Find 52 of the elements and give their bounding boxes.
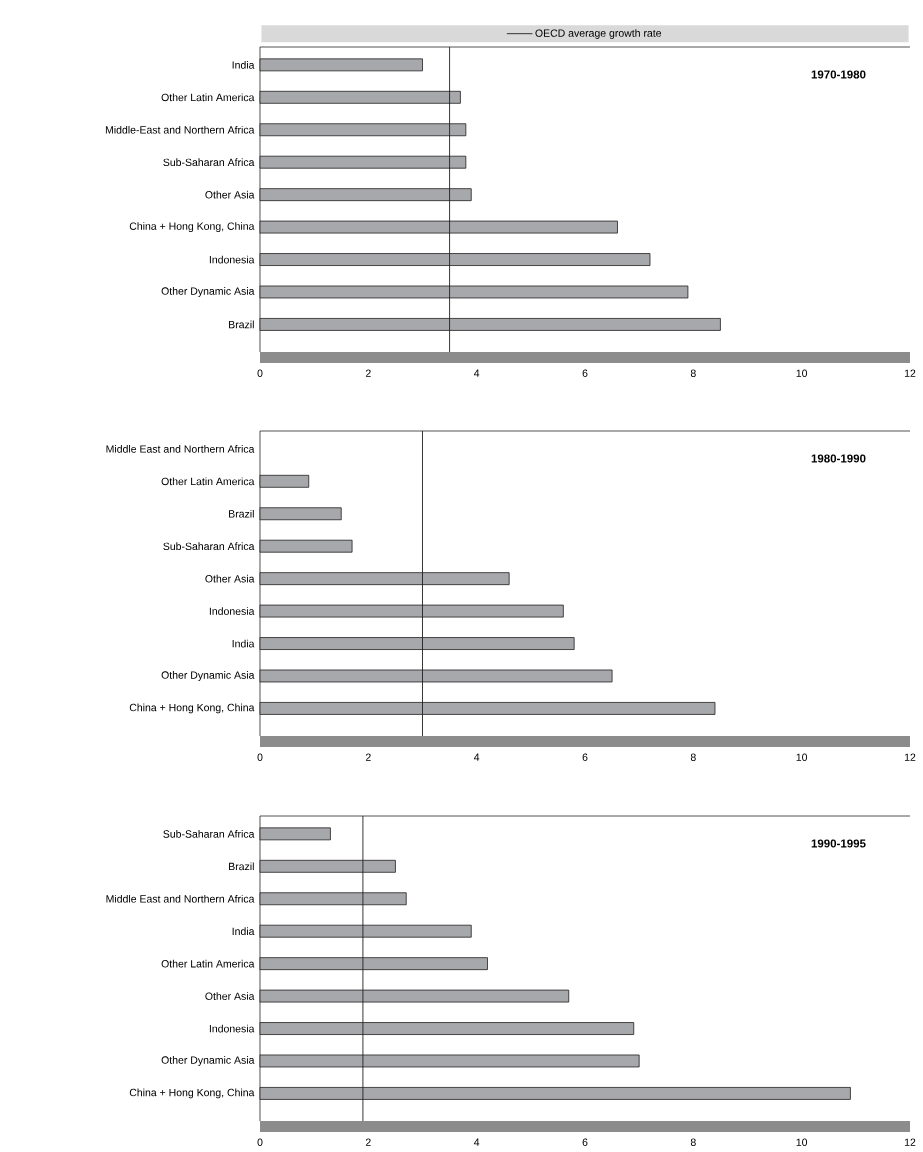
y-tick-label: Indonesia: [209, 1024, 255, 1033]
x-tick-label: 4: [473, 1138, 480, 1146]
x-tick-label: 6: [582, 1138, 588, 1146]
y-tick-label: China + Hong Kong, China: [129, 1088, 255, 1099]
y-tick-label: Brazil: [229, 862, 254, 871]
y-tick-label: Sub-Saharan Africa: [163, 830, 255, 838]
y-tick-label: Other Dynamic Asia: [161, 1056, 255, 1066]
y-tick-label: Sub-Saharan Africa: [163, 542, 255, 551]
x-tick-label: 0: [257, 753, 263, 761]
y-tick-label: Brazil: [229, 509, 254, 518]
x-tick-label: 10: [796, 369, 808, 377]
y-tick-label: Other Latin America: [161, 477, 255, 486]
text: 1990-1995: [811, 839, 866, 848]
x-tick-label: 4: [473, 369, 480, 377]
y-tick-label: Brazil: [229, 320, 254, 329]
x-tick-label: 12: [904, 369, 916, 377]
x-tick-label: 12: [904, 1138, 916, 1146]
x-tick-label: 6: [582, 369, 588, 377]
y-tick-label: China + Hong Kong, China: [129, 703, 255, 714]
x-tick-label: 10: [796, 1138, 808, 1146]
y-tick-label: China + Hong Kong, China: [129, 222, 255, 232]
y-tick-label: Other Asia: [205, 992, 255, 1000]
x-tick-label: 10: [796, 753, 808, 761]
y-tick-label: Indonesia: [209, 255, 255, 264]
x-tick-label: 2: [365, 1138, 371, 1146]
y-tick-label: India: [232, 639, 255, 648]
y-tick-label: Middle East and Northern Africa: [106, 894, 255, 903]
y-tick-label: India: [232, 927, 255, 936]
y-tick-label: Other Asia: [205, 574, 255, 583]
text: 1970-1980: [811, 70, 866, 79]
x-tick-label: 8: [690, 753, 696, 761]
x-tick-label: 4: [473, 753, 480, 761]
y-tick-label: Other Dynamic Asia: [161, 287, 255, 297]
x-tick-label: 0: [257, 369, 263, 377]
x-tick-label: 2: [365, 369, 371, 377]
y-tick-label: Middle-East and Northern Africa: [105, 125, 255, 134]
y-tick-label: Other Asia: [205, 190, 255, 199]
y-tick-label: Sub-Saharan Africa: [163, 158, 255, 167]
x-tick-label: 0: [257, 1138, 263, 1146]
y-tick-label: Other Latin America: [161, 93, 255, 102]
x-tick-label: 8: [690, 369, 696, 377]
x-tick-label: 8: [690, 1138, 696, 1146]
y-tick-label: Other Latin America: [161, 959, 255, 968]
y-tick-label: Other Dynamic Asia: [161, 671, 255, 681]
legend-label: OECD average growth rate: [535, 29, 662, 39]
x-tick-label: 6: [582, 753, 588, 761]
y-tick-label: Middle East and Northern Africa: [106, 445, 255, 453]
x-tick-label: 2: [365, 753, 371, 761]
x-tick-label: 12: [904, 753, 916, 761]
y-tick-label: Indonesia: [209, 607, 255, 615]
text: 1980-1990: [811, 454, 866, 463]
y-tick-label: India: [232, 61, 255, 69]
